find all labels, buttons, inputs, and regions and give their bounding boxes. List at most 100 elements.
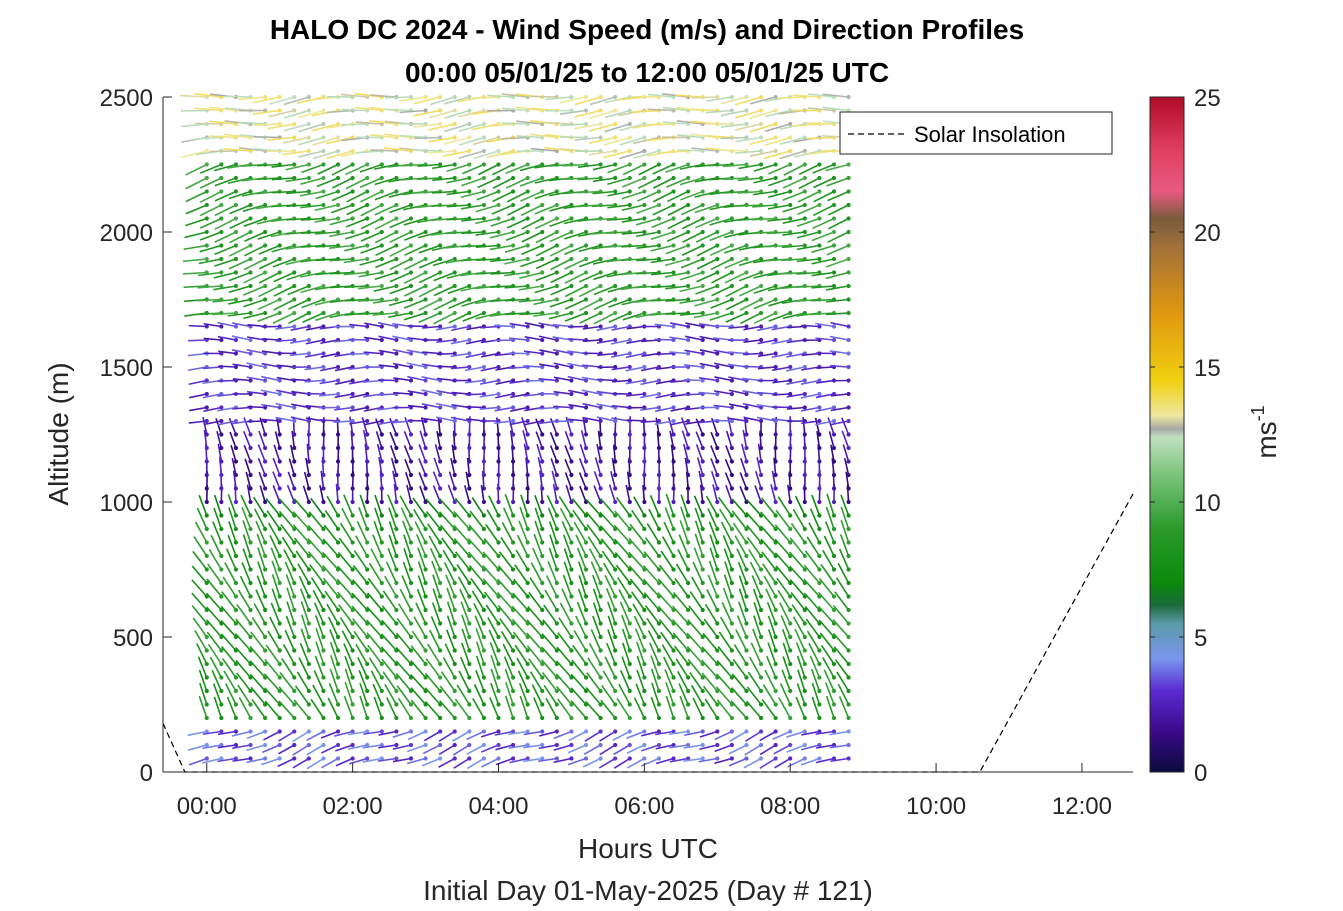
wind-barb-shaft — [375, 431, 383, 449]
wind-barb-head — [219, 418, 224, 424]
wind-barb — [295, 550, 311, 572]
wind-barb-shaft — [326, 109, 353, 114]
wind-barb-shaft — [374, 190, 397, 201]
wind-barb-head — [569, 540, 574, 545]
wind-barb-head — [540, 351, 545, 356]
wind-barb — [269, 94, 297, 106]
wind-barb — [238, 696, 253, 721]
wind-barb-head — [656, 567, 662, 572]
wind-barb-head — [321, 351, 326, 356]
wind-barb — [465, 378, 487, 384]
wind-barb-head — [408, 351, 414, 356]
wind-barb-head — [204, 148, 209, 154]
wind-barb-shaft — [407, 390, 426, 395]
wind-barb — [382, 590, 399, 613]
wind-barb-shaft — [315, 244, 339, 248]
wind-barb-shaft — [236, 672, 252, 692]
wind-barb-shaft — [389, 285, 412, 295]
wind-barb-shaft — [495, 393, 514, 399]
wind-barb-shaft — [418, 258, 441, 269]
wind-barb — [448, 297, 472, 310]
wind-barb — [320, 470, 326, 491]
wind-barb-shaft — [432, 574, 441, 597]
wind-barb-head — [394, 324, 399, 329]
wind-barb-head — [627, 162, 632, 167]
wind-barb-shaft — [356, 150, 382, 154]
wind-barb-head — [496, 567, 501, 572]
wind-barb-head — [598, 135, 603, 140]
wind-barb-shaft — [585, 700, 602, 719]
wind-barb-head — [335, 621, 341, 626]
wind-barb-shaft — [417, 163, 441, 168]
wind-barb-head — [569, 391, 574, 397]
wind-barb-shaft — [416, 588, 427, 611]
wind-barb-head — [598, 661, 603, 667]
wind-barb — [313, 670, 326, 694]
wind-barb-shaft — [344, 668, 354, 692]
wind-barb-shaft — [485, 604, 500, 624]
wind-barb-shaft — [407, 419, 426, 422]
wind-barb-shaft — [343, 494, 354, 516]
wind-barb-head — [525, 337, 530, 343]
wind-barb — [446, 175, 472, 184]
wind-barb-shaft — [247, 405, 266, 409]
wind-barb — [267, 522, 282, 545]
wind-barb-head — [394, 432, 399, 437]
wind-barb — [293, 498, 311, 518]
wind-barb-shaft — [333, 420, 353, 423]
wind-barb-head — [292, 175, 297, 181]
wind-barb — [574, 148, 603, 154]
wind-barb-shaft — [336, 591, 354, 611]
wind-barbs-layer — [180, 92, 851, 770]
wind-barb-shaft — [324, 510, 339, 530]
wind-barb-head — [379, 175, 384, 181]
wind-barb — [226, 696, 239, 721]
wind-barb-shaft — [343, 643, 354, 665]
wind-barb-head — [598, 270, 603, 275]
wind-barb-head — [408, 702, 414, 707]
wind-barb-shaft — [199, 231, 222, 241]
wind-barb-head — [233, 216, 239, 221]
wind-barb-shaft — [552, 405, 572, 409]
wind-barb-shaft — [187, 744, 207, 751]
wind-barb-head — [613, 702, 618, 707]
wind-barb-shaft — [389, 418, 398, 435]
wind-barb-head — [365, 688, 370, 694]
wind-barb-shaft — [479, 379, 499, 385]
wind-barb — [498, 551, 516, 572]
wind-barb — [488, 629, 501, 653]
wind-barb — [309, 564, 326, 586]
wind-barb — [374, 175, 399, 186]
wind-barb — [388, 310, 414, 318]
wind-barb-head — [598, 418, 603, 424]
wind-barb — [300, 283, 326, 294]
wind-barb-shaft — [191, 565, 208, 584]
wind-barb-shaft — [283, 549, 295, 570]
wind-barb-head — [540, 486, 545, 491]
wind-barb — [321, 742, 341, 754]
wind-barb-head — [510, 202, 516, 208]
wind-barb — [604, 575, 618, 599]
wind-barb — [257, 561, 268, 586]
wind-barb-head — [321, 337, 326, 343]
wind-barb-head — [467, 756, 472, 761]
wind-barb-shaft — [392, 730, 412, 738]
wind-barb — [403, 270, 428, 284]
wind-barb-head — [481, 175, 487, 181]
wind-barb — [199, 162, 224, 174]
wind-barb-head — [321, 661, 326, 667]
wind-barb — [218, 350, 239, 356]
wind-barb-head — [365, 513, 370, 518]
wind-barb-head — [467, 351, 472, 356]
wind-barb-shaft — [292, 744, 310, 756]
wind-barb-shaft — [418, 271, 441, 284]
wind-barb-head — [569, 729, 574, 734]
wind-barb-head — [263, 459, 268, 464]
wind-barb-head — [569, 445, 574, 451]
wind-barb-head — [496, 499, 501, 505]
wind-barb-head — [379, 243, 384, 248]
wind-barb — [433, 283, 457, 297]
wind-barb-head — [540, 283, 545, 289]
wind-barb — [549, 243, 574, 257]
wind-barb-head — [452, 148, 457, 154]
